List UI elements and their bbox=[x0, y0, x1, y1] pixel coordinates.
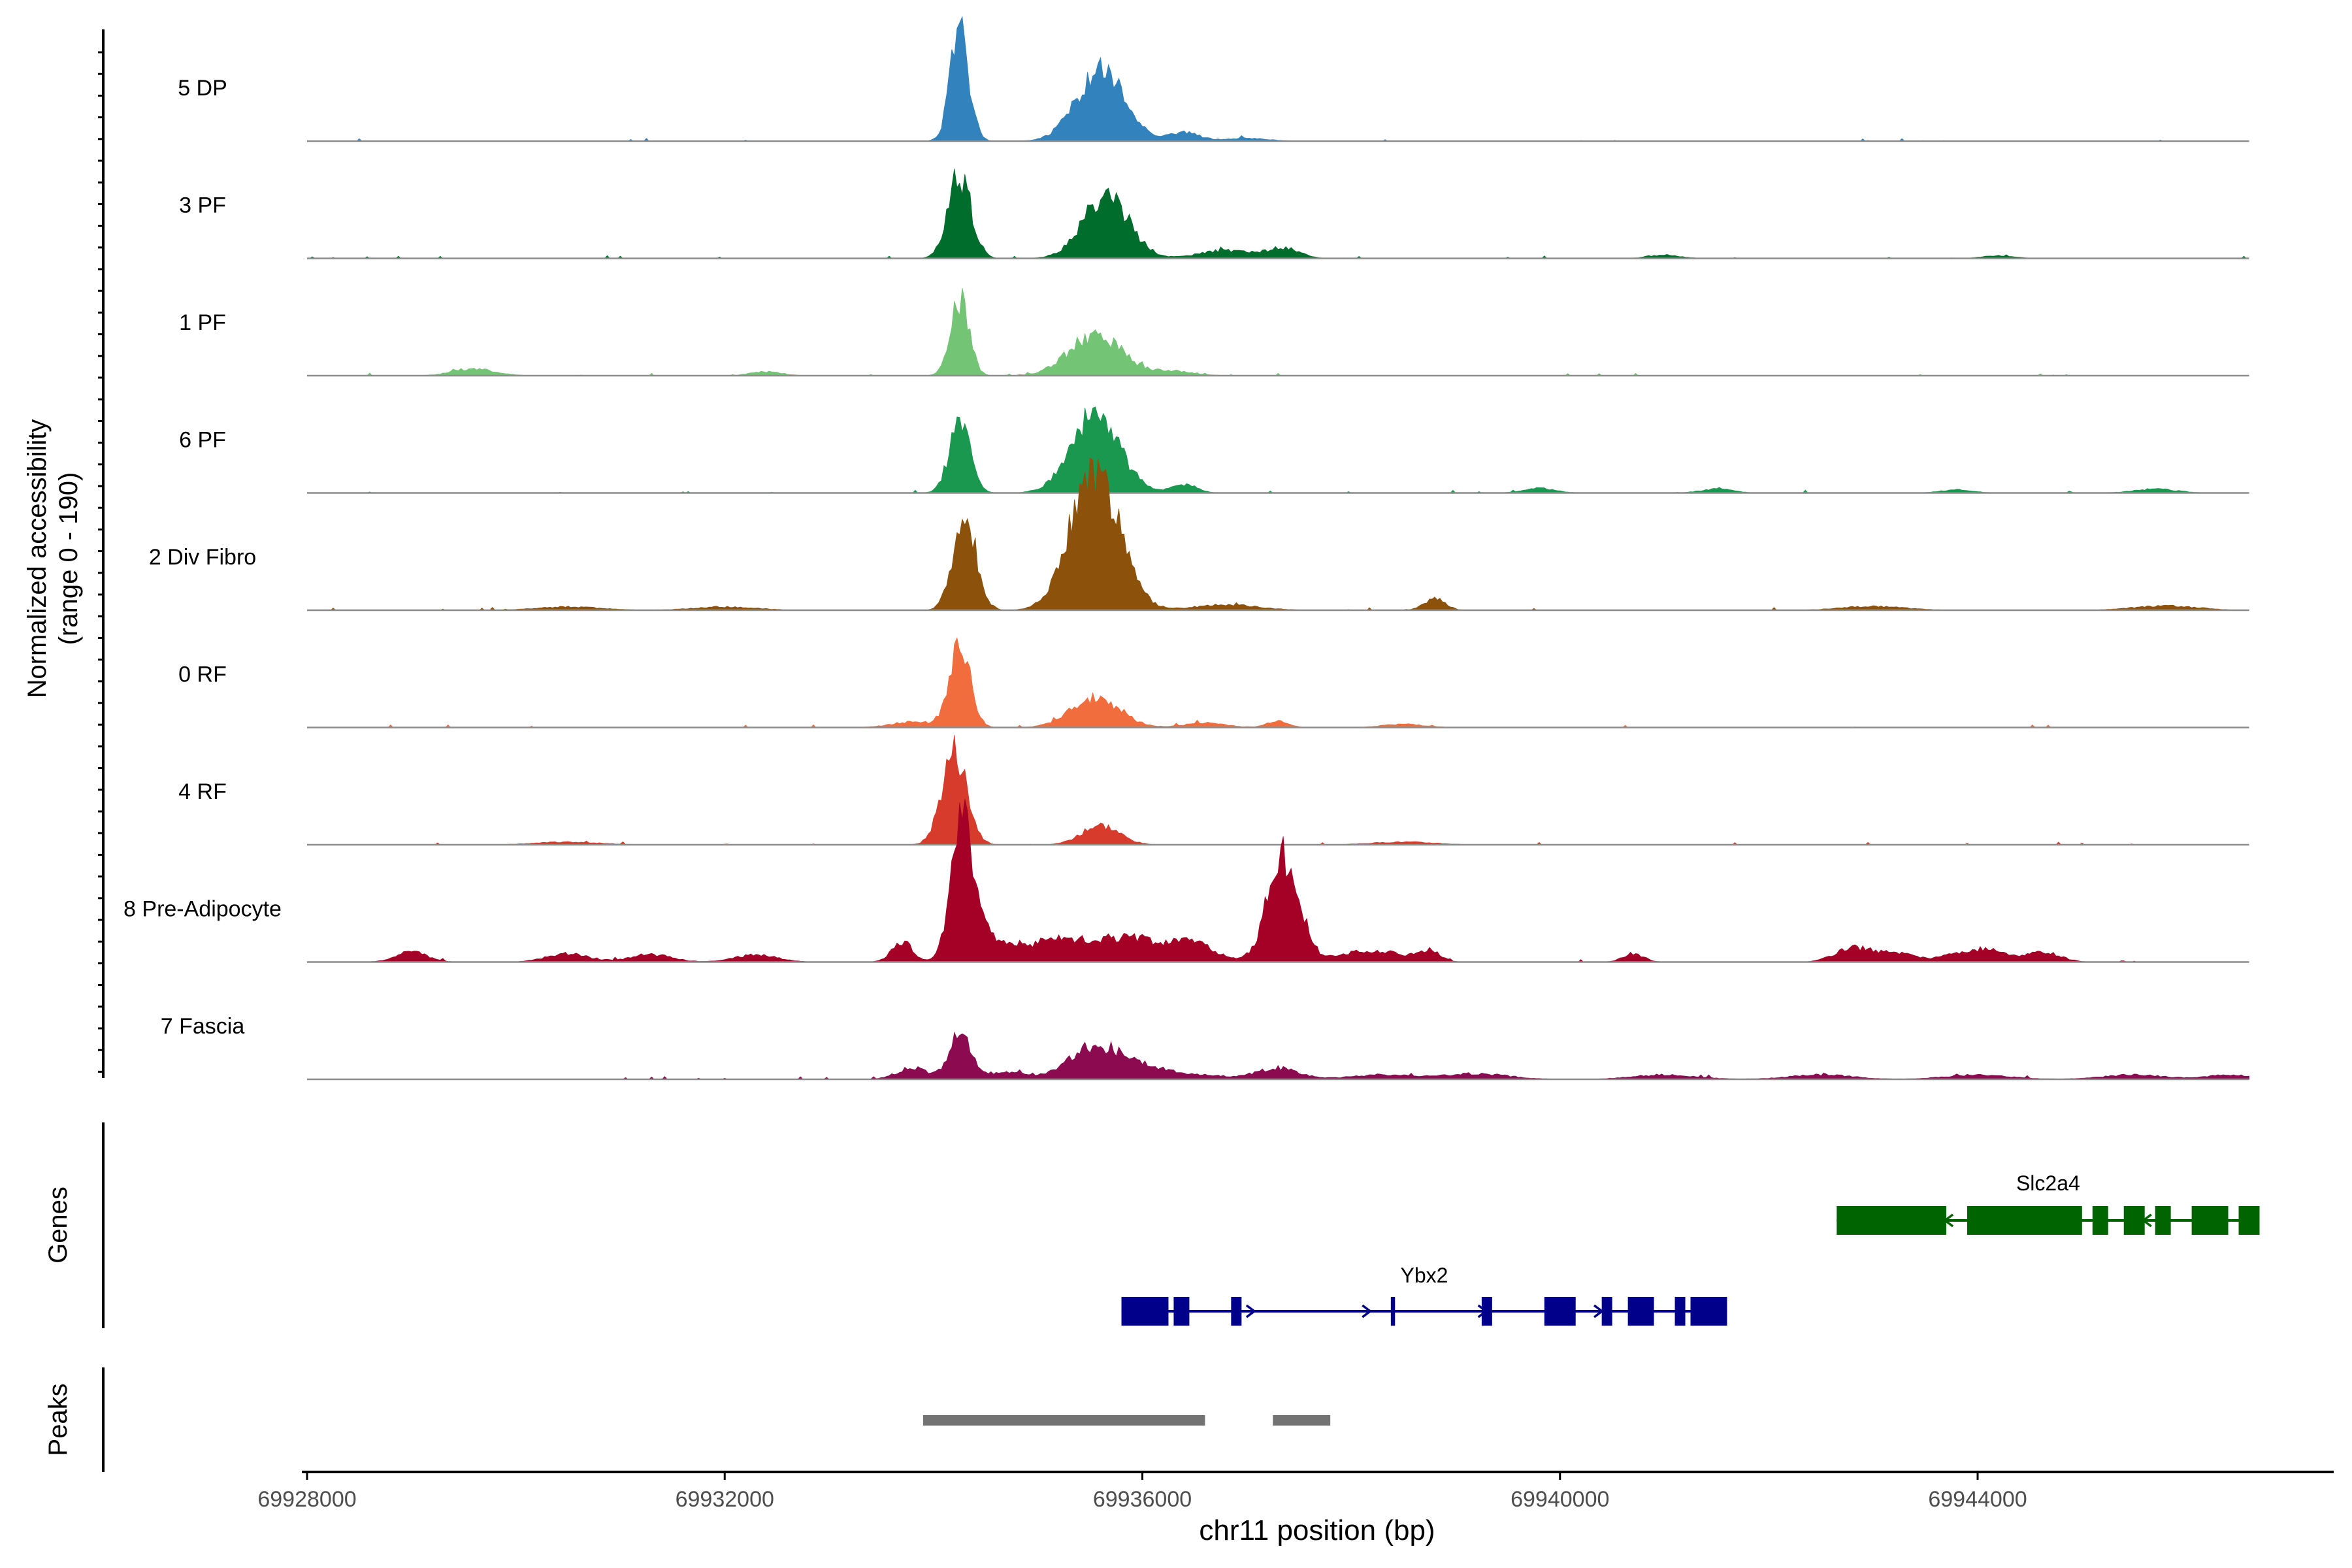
exon bbox=[1173, 1297, 1190, 1326]
coverage-area bbox=[307, 734, 2249, 845]
strand-chevron bbox=[1245, 1304, 1256, 1318]
coverage-area bbox=[307, 287, 2249, 376]
track-0-rf: 0 RF bbox=[178, 637, 2249, 728]
track-3-pf: 3 PF bbox=[179, 169, 2249, 259]
exon bbox=[2123, 1206, 2145, 1235]
exon bbox=[2238, 1206, 2260, 1235]
track-label: 4 RF bbox=[178, 779, 227, 804]
gene-annotation-track: Slc2a4 Ybx2 bbox=[1121, 1171, 2260, 1326]
x-tick-label: 69940000 bbox=[1511, 1487, 1609, 1512]
exon bbox=[1967, 1206, 2082, 1235]
coverage-area bbox=[307, 1031, 2249, 1080]
track-label: 3 PF bbox=[179, 193, 226, 218]
track-label: 0 RF bbox=[178, 662, 227, 687]
x-tick-label: 69932000 bbox=[676, 1487, 774, 1512]
track-label: 1 PF bbox=[179, 310, 226, 335]
exon bbox=[1121, 1297, 1169, 1326]
exon bbox=[1674, 1297, 1686, 1326]
coverage-y-ticks bbox=[98, 51, 103, 1073]
peaks-panel-label: Peaks bbox=[44, 1383, 73, 1456]
exon bbox=[1627, 1297, 1654, 1326]
gene-slc2a4: Slc2a4 bbox=[1837, 1171, 2260, 1235]
coverage-area bbox=[307, 16, 2249, 142]
exon bbox=[1601, 1297, 1612, 1326]
x-axis-title: chr11 position (bp) bbox=[1199, 1514, 1435, 1546]
genes-panel-label: Genes bbox=[44, 1186, 73, 1264]
track-label: 2 Div Fibro bbox=[149, 545, 256, 570]
exon bbox=[2191, 1206, 2229, 1235]
coverage-y-label-line1: Normalized accessibility bbox=[23, 419, 52, 698]
gene-label: Slc2a4 bbox=[2016, 1171, 2080, 1195]
track-label: 5 DP bbox=[178, 76, 227, 101]
track-label: 8 Pre-Adipocyte bbox=[123, 897, 282, 922]
track-6-pf: 6 PF bbox=[179, 406, 2249, 494]
exon bbox=[1837, 1206, 1947, 1235]
coverage-y-axis-label: Normalized accessibility (range 0 - 190) bbox=[23, 419, 83, 698]
coverage-tracks: 5 DP 3 PF 1 PF 6 PF 2 Div Fibro 0 RF 4 RF 8 Pre… bbox=[123, 16, 2249, 1081]
track-7-fascia: 7 Fascia bbox=[161, 1014, 2249, 1081]
exon bbox=[1544, 1297, 1576, 1326]
exon bbox=[1231, 1297, 1242, 1326]
coverage-area bbox=[307, 406, 2249, 493]
exon bbox=[2155, 1206, 2171, 1235]
x-tick-label: 69936000 bbox=[1093, 1487, 1192, 1512]
exon bbox=[1690, 1297, 1727, 1326]
track-label: 7 Fascia bbox=[161, 1014, 245, 1039]
coverage-area bbox=[307, 637, 2249, 728]
track-2-div-fibro: 2 Div Fibro bbox=[149, 457, 2249, 612]
track-4-rf: 4 RF bbox=[178, 734, 2249, 846]
gene-label: Ybx2 bbox=[1401, 1264, 1448, 1287]
exon bbox=[2092, 1206, 2108, 1235]
peak-bar bbox=[923, 1415, 1205, 1426]
track-8-pre-adipocyte: 8 Pre-Adipocyte bbox=[123, 799, 2249, 963]
coverage-area bbox=[307, 169, 2249, 259]
strand-chevron bbox=[1362, 1304, 1373, 1318]
track-label: 6 PF bbox=[179, 428, 226, 453]
coverage-area bbox=[307, 799, 2249, 962]
gene-ybx2: Ybx2 bbox=[1121, 1264, 1727, 1326]
peak-bar bbox=[1273, 1415, 1331, 1426]
peaks-track bbox=[923, 1415, 1331, 1426]
coverage-area bbox=[307, 457, 2249, 611]
track-5-dp: 5 DP bbox=[178, 16, 2249, 142]
exon bbox=[1390, 1297, 1396, 1326]
exon bbox=[1481, 1297, 1492, 1326]
coverage-y-label-line2: (range 0 - 190) bbox=[54, 472, 83, 645]
track-1-pf: 1 PF bbox=[179, 287, 2249, 377]
x-tick-label: 69944000 bbox=[1928, 1487, 2027, 1512]
x-axis-ticks: 69928000 69932000 69936000 69940000 69944000 bbox=[257, 1472, 2027, 1512]
x-tick-label: 69928000 bbox=[257, 1487, 356, 1512]
